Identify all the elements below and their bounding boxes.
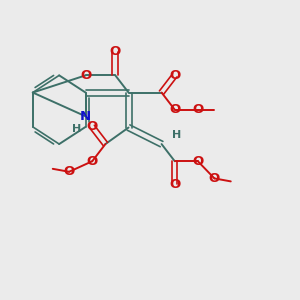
Text: N: N	[80, 110, 91, 123]
Text: O: O	[87, 155, 98, 168]
Text: H: H	[172, 130, 182, 140]
Text: O: O	[110, 45, 121, 58]
Text: O: O	[80, 69, 91, 82]
Text: O: O	[64, 165, 75, 178]
Text: O: O	[87, 120, 98, 134]
Text: O: O	[192, 103, 203, 116]
Text: O: O	[209, 172, 220, 185]
Text: O: O	[169, 69, 180, 82]
Text: O: O	[169, 178, 180, 191]
Text: O: O	[169, 103, 180, 116]
Text: H: H	[72, 124, 81, 134]
Text: O: O	[192, 155, 203, 168]
